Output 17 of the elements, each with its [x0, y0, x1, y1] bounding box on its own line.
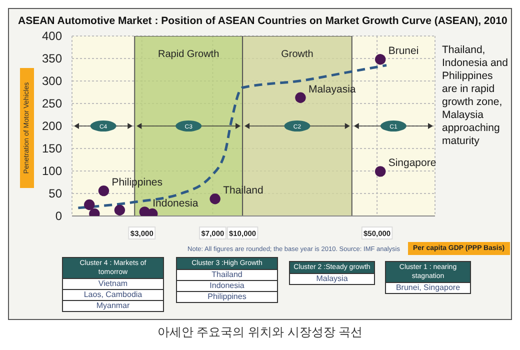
y-tick-label: 150 — [42, 142, 62, 156]
annotation: Brunei — [388, 45, 419, 58]
band-label: Growth — [281, 49, 314, 60]
y-tick-label: 400 — [42, 29, 62, 43]
y-tick-label: 100 — [42, 164, 62, 178]
y-tick-label: 350 — [42, 52, 62, 66]
y-tick-label: 200 — [42, 119, 62, 133]
annotation: Indonesia — [152, 198, 198, 210]
y-tick-label: 50 — [48, 186, 62, 200]
text: Thailand, Indonesia and Philippines are in rapid growth zone, Malaysia approaching maturity — [442, 44, 508, 148]
y-tick-label: 250 — [42, 96, 62, 110]
chart-title: ASEAN Automotive Market : Position of ASEAN Countries on Market Growth Curve (ASEAN), 2010 — [18, 15, 508, 27]
text: 아세안 주요국의 위치와 시장성장 곡선 — [156, 324, 364, 341]
band-label: Rapid Growth — [158, 49, 220, 60]
y-tick-label: 300 — [42, 74, 62, 88]
annotation: Singapore — [388, 157, 436, 170]
y-tick-label: 0 — [55, 209, 62, 223]
